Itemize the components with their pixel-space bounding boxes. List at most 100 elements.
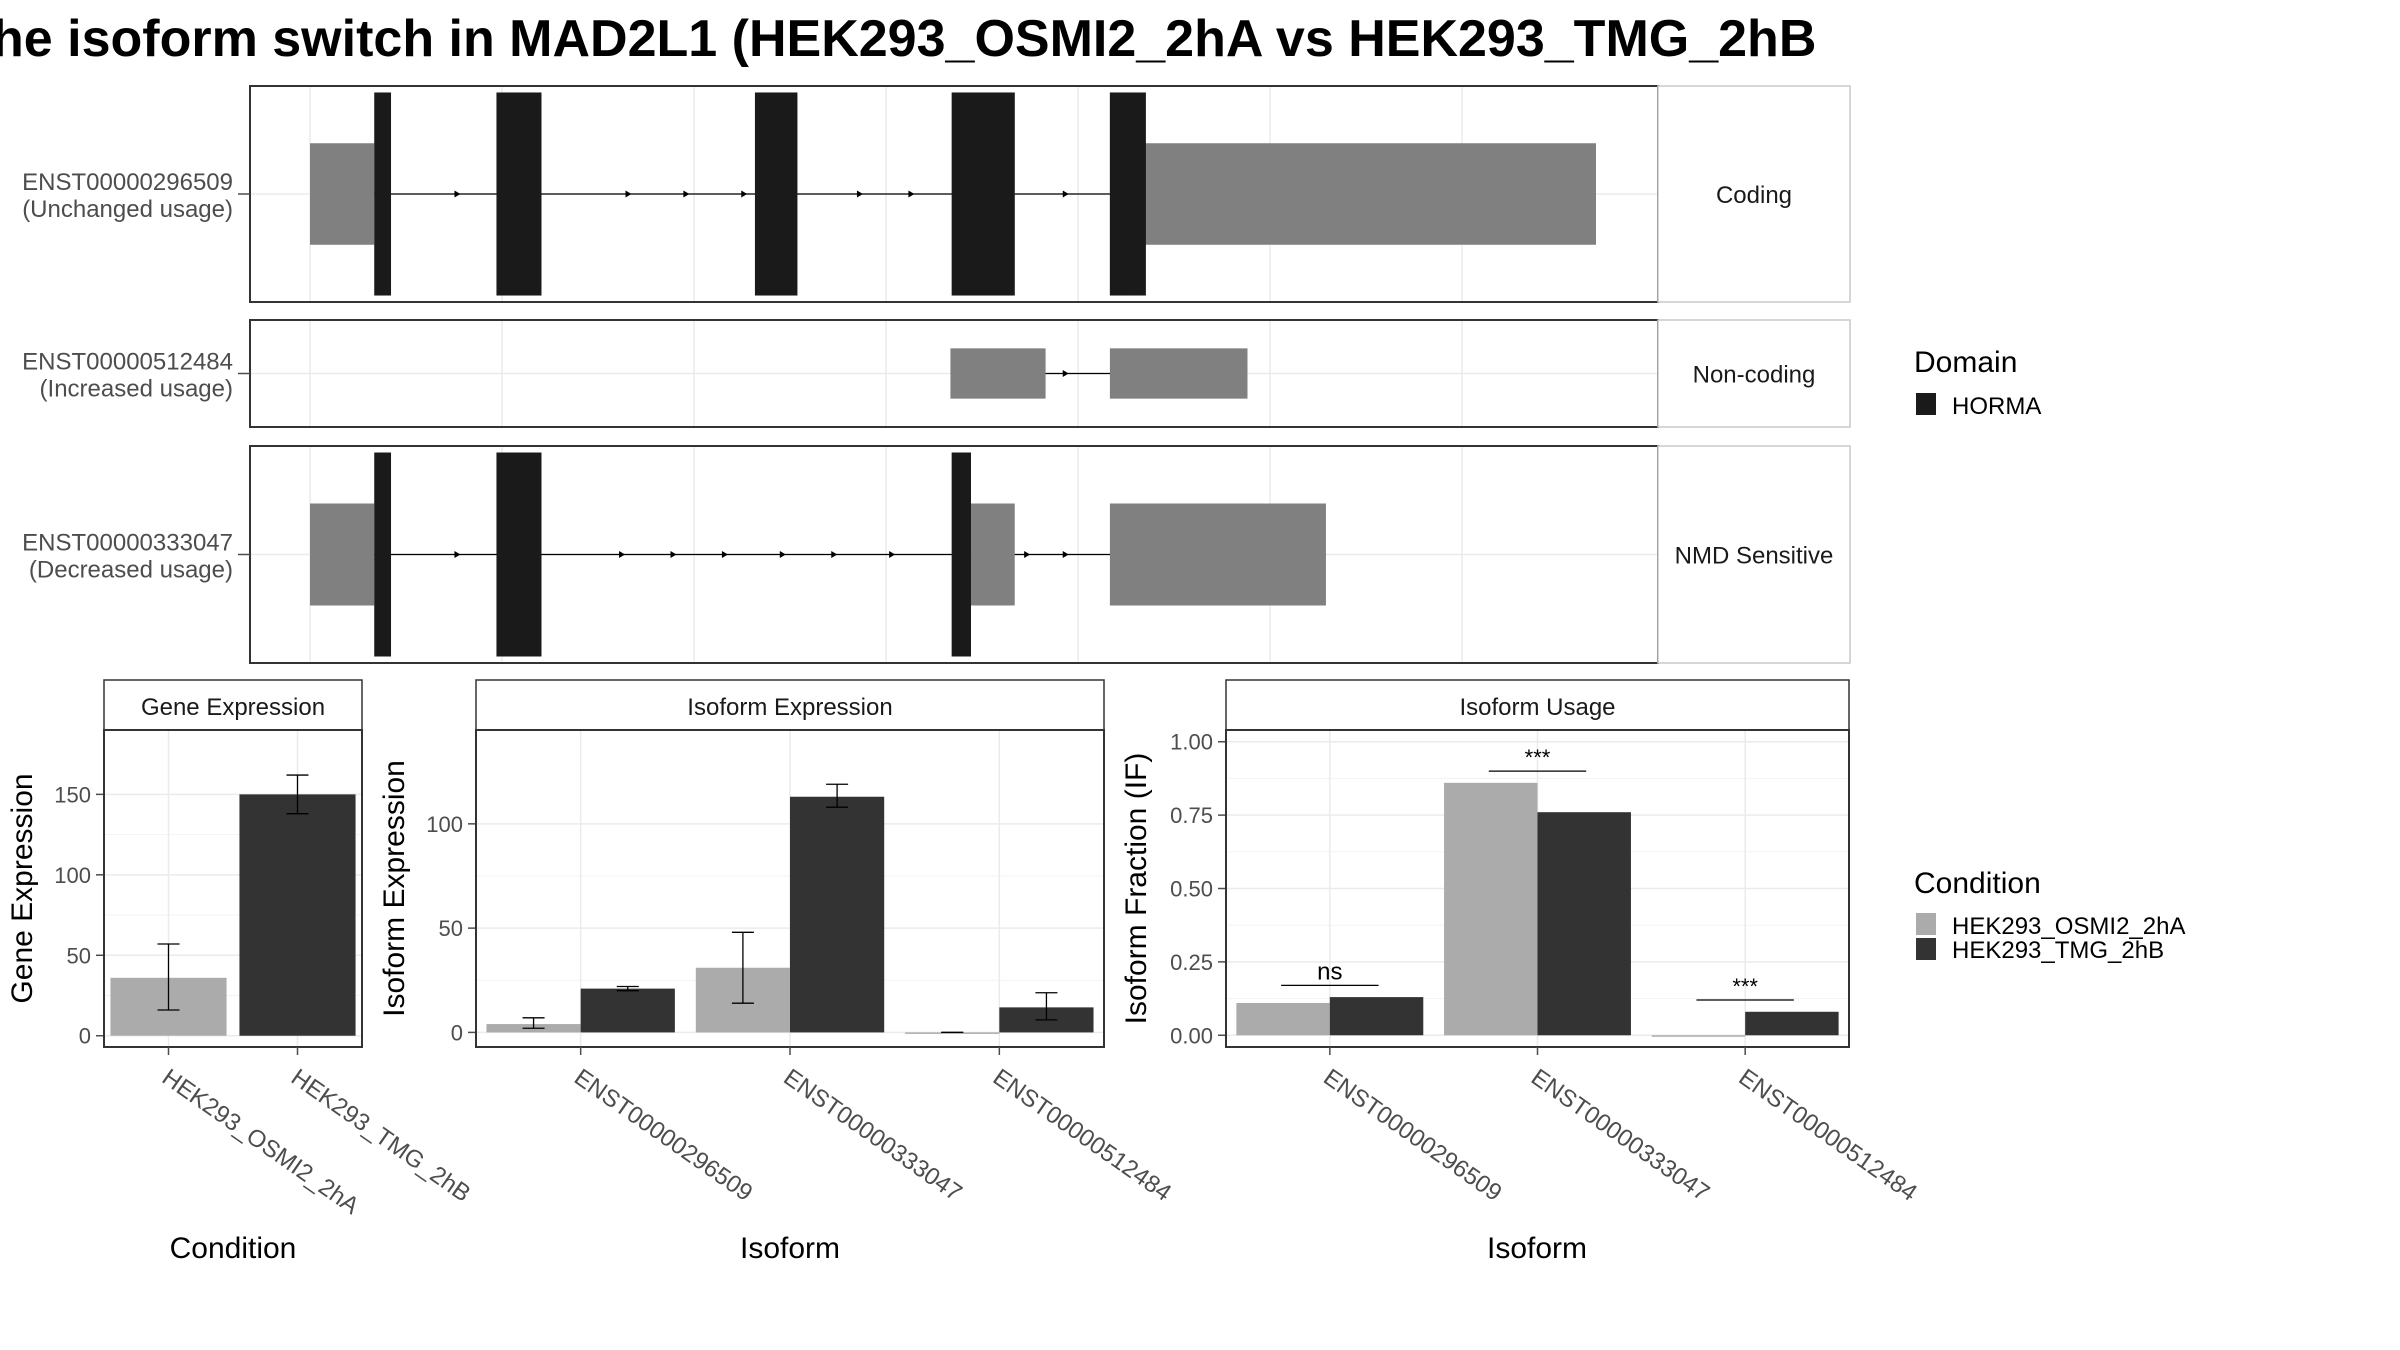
bar-chart-panels: Gene Expression050100150HEK293_OSMI2_2hA… xyxy=(6,679,1922,1265)
x-tick-label: ENST00000296509 xyxy=(569,1064,757,1207)
intron-arrow xyxy=(670,551,677,558)
category-strip xyxy=(1657,445,1851,664)
intron-arrow xyxy=(1024,551,1031,558)
y-axis-title: Gene Expression xyxy=(6,773,39,1003)
y-axis-title: Isoform Expression xyxy=(378,760,411,1017)
intron-arrow xyxy=(889,551,896,558)
x-axis-title: Condition xyxy=(170,1232,297,1265)
y-tick-label: 50 xyxy=(439,916,463,941)
intron-arrow xyxy=(619,551,626,558)
intron-arrow xyxy=(856,190,863,198)
horma-domain-segment xyxy=(374,92,392,296)
transcript-id-label: ENST00000296509 xyxy=(22,169,233,196)
condition-legend-title: Condition xyxy=(1914,867,2041,900)
y-tick-label: 0.00 xyxy=(1170,1023,1213,1048)
category-label: Non-coding xyxy=(1693,362,1816,389)
bar xyxy=(1651,1035,1746,1037)
utr-exon xyxy=(355,143,375,245)
utr-exon xyxy=(310,503,356,606)
y-axis-title: Isoform Fraction (IF) xyxy=(1120,753,1153,1025)
intron-arrow xyxy=(721,551,728,558)
domain-legend-title: Domain xyxy=(1914,346,2017,379)
y-tick-label: 150 xyxy=(54,782,91,807)
bar xyxy=(905,1032,1000,1034)
intron-arrow xyxy=(831,551,838,558)
y-tick-label: 0.50 xyxy=(1170,877,1213,902)
transcript-id-label: ENST00000333047 xyxy=(22,530,233,557)
figure-title: he isoform switch in MAD2L1 (HEK293_OSMI… xyxy=(0,10,1816,68)
intron-arrow xyxy=(1062,190,1069,198)
usage-label: (Decreased usage) xyxy=(29,557,233,584)
intron-arrow xyxy=(908,190,915,198)
y-tick-label: 100 xyxy=(54,863,91,888)
bar xyxy=(790,796,885,1033)
x-tick-label: ENST00000512484 xyxy=(1734,1064,1922,1207)
y-tick-label: 0 xyxy=(79,1024,91,1049)
utr-exon xyxy=(310,143,356,245)
utr-exon xyxy=(1109,503,1326,606)
legend-label-tmg: HEK293_TMG_2hB xyxy=(1952,937,2164,964)
significance-label: ns xyxy=(1317,958,1342,985)
y-tick-label: 0.25 xyxy=(1170,950,1213,975)
horma-domain-segment xyxy=(754,92,798,296)
category-label: NMD Sensitive xyxy=(1675,543,1834,570)
utr-exon xyxy=(950,348,1046,399)
panel-title: Isoform Usage xyxy=(1459,694,1615,721)
x-tick-label: ENST00000333047 xyxy=(1526,1064,1714,1207)
legend-key-horma xyxy=(1916,393,1936,415)
y-tick-label: 0.75 xyxy=(1170,803,1213,828)
utr-exon xyxy=(355,503,375,606)
y-tick-label: 1.00 xyxy=(1170,730,1213,755)
horma-domain-segment xyxy=(496,452,542,657)
legend-label-osmi: HEK293_OSMI2_2hA xyxy=(1952,913,2185,940)
intron-arrow xyxy=(1062,370,1069,377)
horma-domain-segment xyxy=(1109,92,1146,296)
bar xyxy=(1236,1002,1330,1036)
significance-label: *** xyxy=(1732,974,1758,999)
category-label: Coding xyxy=(1716,182,1792,209)
x-tick-label: ENST00000512484 xyxy=(988,1064,1176,1207)
x-tick-label: ENST00000333047 xyxy=(779,1064,967,1207)
usage-label: (Increased usage) xyxy=(40,376,233,403)
y-tick-label: 0 xyxy=(451,1020,463,1045)
horma-domain-segment xyxy=(374,452,392,657)
intron-arrow xyxy=(779,551,786,558)
legend-label-horma: HORMA xyxy=(1952,393,2041,420)
intron-arrow xyxy=(454,551,461,558)
intron-arrow xyxy=(683,190,690,198)
panel-title-strip xyxy=(103,679,363,731)
intron-arrow xyxy=(741,190,748,198)
domain-legend: Domain HORMA xyxy=(1914,346,2041,420)
x-axis-title: Isoform xyxy=(740,1232,840,1265)
x-axis-title: Isoform xyxy=(1487,1232,1587,1265)
panel-title-strip xyxy=(1225,679,1850,731)
bar xyxy=(239,794,356,1036)
legend-key-osmi xyxy=(1916,913,1936,935)
significance-label: *** xyxy=(1525,745,1551,770)
bar xyxy=(1745,1011,1839,1036)
usage-label: (Unchanged usage) xyxy=(22,196,233,223)
intron-arrow xyxy=(625,190,632,198)
gene-structure-panels: Coding ENST00000296509(Unchanged usage) No… xyxy=(22,85,1851,664)
bar xyxy=(1329,997,1424,1036)
panel-title: Gene Expression xyxy=(141,694,325,721)
horma-domain-segment xyxy=(496,92,542,296)
bar-panel-border xyxy=(103,729,363,1048)
condition-legend: Condition HEK293_OSMI2_2hA HEK293_TMG_2h… xyxy=(1914,867,2185,964)
y-tick-label: 100 xyxy=(426,812,463,837)
panel-title: Isoform Expression xyxy=(687,694,892,721)
intron-arrow xyxy=(1062,551,1069,558)
bar xyxy=(580,988,675,1033)
bar xyxy=(1537,812,1631,1036)
horma-domain-segment xyxy=(951,452,972,657)
category-strip xyxy=(1657,319,1851,428)
bar xyxy=(1444,782,1538,1036)
x-tick-label: ENST00000296509 xyxy=(1318,1064,1506,1207)
intron-arrow xyxy=(454,190,461,198)
category-strip xyxy=(1657,85,1851,303)
transcript-id-label: ENST00000512484 xyxy=(22,349,233,376)
horma-domain-segment xyxy=(951,92,1015,296)
utr-exon xyxy=(971,503,1015,606)
legend-key-tmg xyxy=(1916,938,1936,960)
